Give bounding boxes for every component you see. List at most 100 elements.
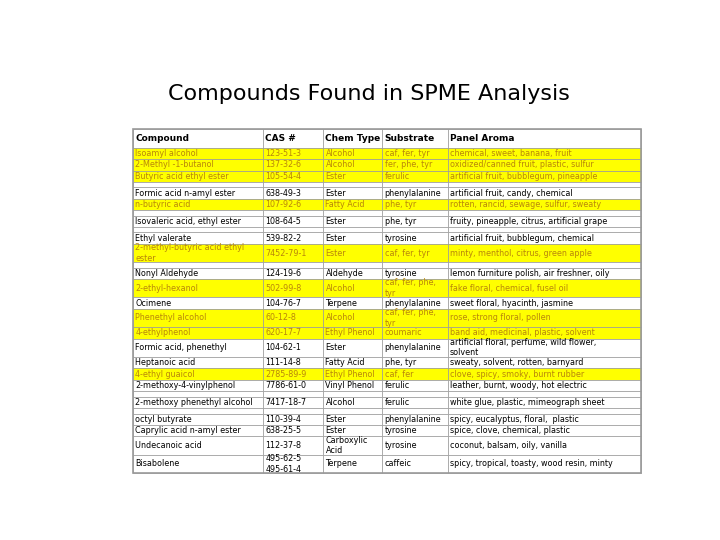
Bar	[323, 436, 382, 455]
Text: caf, fer, tyr: caf, fer, tyr	[384, 248, 429, 258]
Text: Ester: Ester	[325, 188, 346, 198]
Text: 539-82-2: 539-82-2	[265, 234, 302, 242]
Bar	[448, 414, 641, 425]
Bar	[133, 171, 263, 182]
Bar	[323, 129, 382, 147]
Bar	[263, 147, 323, 159]
Bar	[133, 392, 263, 397]
Bar	[323, 455, 382, 473]
Text: 137-32-6: 137-32-6	[265, 160, 301, 169]
Text: phenylalanine: phenylalanine	[384, 299, 441, 308]
Bar	[133, 397, 263, 408]
Bar	[263, 414, 323, 425]
Text: phe, tyr: phe, tyr	[384, 358, 416, 367]
Bar	[382, 159, 448, 171]
Text: Undecanoic acid: Undecanoic acid	[135, 441, 202, 450]
Bar	[448, 339, 641, 357]
Text: 7452-79-1: 7452-79-1	[265, 248, 307, 258]
Text: caf, fer: caf, fer	[384, 370, 413, 379]
Bar	[323, 227, 382, 232]
Text: Isoamyl alcohol: Isoamyl alcohol	[135, 149, 198, 158]
Bar	[448, 392, 641, 397]
Bar	[263, 436, 323, 455]
Bar	[382, 408, 448, 414]
Bar	[133, 129, 263, 147]
Bar	[133, 215, 263, 227]
Bar	[448, 436, 641, 455]
Bar	[263, 298, 323, 309]
Bar	[133, 327, 263, 339]
Bar	[382, 327, 448, 339]
Bar	[323, 339, 382, 357]
Bar	[382, 232, 448, 244]
Bar	[263, 309, 323, 327]
Text: Bisabolene: Bisabolene	[135, 460, 179, 468]
Bar	[263, 129, 323, 147]
Bar	[133, 262, 263, 267]
Text: Ester: Ester	[325, 172, 346, 181]
Bar	[323, 408, 382, 414]
Text: Ester: Ester	[325, 343, 346, 352]
Text: 112-37-8: 112-37-8	[265, 441, 301, 450]
Text: 2-Methyl -1-butanol: 2-Methyl -1-butanol	[135, 160, 214, 169]
Bar	[263, 327, 323, 339]
Text: 107-92-6: 107-92-6	[265, 200, 302, 209]
Text: 7417-18-7: 7417-18-7	[265, 398, 306, 407]
Text: Butyric acid ethyl ester: Butyric acid ethyl ester	[135, 172, 229, 181]
Text: Formic acid, phenethyl: Formic acid, phenethyl	[135, 343, 227, 352]
Bar	[263, 210, 323, 215]
Bar	[448, 380, 641, 392]
Bar	[263, 182, 323, 187]
Bar	[133, 368, 263, 380]
Bar	[448, 327, 641, 339]
Bar	[133, 279, 263, 298]
Bar	[133, 425, 263, 436]
Bar	[133, 339, 263, 357]
Bar	[382, 210, 448, 215]
Bar	[133, 244, 263, 262]
Bar	[133, 408, 263, 414]
Text: leather, burnt, woody, hot electric: leather, burnt, woody, hot electric	[450, 381, 587, 390]
Text: phenylalanine: phenylalanine	[384, 415, 441, 424]
Text: Compound: Compound	[135, 134, 189, 143]
Text: Ethyl Phenol: Ethyl Phenol	[325, 328, 375, 338]
Bar	[323, 425, 382, 436]
Bar	[448, 298, 641, 309]
Bar	[382, 436, 448, 455]
Text: coconut, balsam, oily, vanilla: coconut, balsam, oily, vanilla	[450, 441, 567, 450]
Bar	[448, 262, 641, 267]
Text: 4-ethylphenol: 4-ethylphenol	[135, 328, 191, 338]
Text: artificial floral, perfume, wild flower,
solvent: artificial floral, perfume, wild flower,…	[450, 338, 596, 357]
Bar	[382, 339, 448, 357]
Text: Chem Type: Chem Type	[325, 134, 381, 143]
Bar	[382, 199, 448, 210]
Bar	[323, 262, 382, 267]
Text: band aid, medicinal, plastic, solvent: band aid, medicinal, plastic, solvent	[450, 328, 595, 338]
Bar	[382, 171, 448, 182]
Text: Vinyl Phenol: Vinyl Phenol	[325, 381, 374, 390]
Text: coumaric: coumaric	[384, 328, 422, 338]
Bar	[382, 414, 448, 425]
Bar	[448, 309, 641, 327]
Bar	[323, 357, 382, 368]
Bar	[323, 392, 382, 397]
Text: Ester: Ester	[325, 217, 346, 226]
Text: Aldehyde: Aldehyde	[325, 269, 363, 278]
Bar	[263, 397, 323, 408]
Text: fer, phe, tyr: fer, phe, tyr	[384, 160, 432, 169]
Text: 60-12-8: 60-12-8	[265, 314, 296, 322]
Bar	[263, 339, 323, 357]
Bar	[382, 129, 448, 147]
Bar	[133, 182, 263, 187]
Text: Ester: Ester	[325, 426, 346, 435]
Text: ferulic: ferulic	[384, 172, 410, 181]
Text: 495-62-5
495-61-4: 495-62-5 495-61-4	[265, 454, 302, 474]
Text: 111-14-8: 111-14-8	[265, 358, 301, 367]
Bar	[263, 232, 323, 244]
Text: 7786-61-0: 7786-61-0	[265, 381, 306, 390]
Text: 124-19-6: 124-19-6	[265, 269, 301, 278]
Text: tyrosine: tyrosine	[384, 269, 417, 278]
Text: Ester: Ester	[325, 415, 346, 424]
Bar	[448, 267, 641, 279]
Text: Terpene: Terpene	[325, 460, 357, 468]
